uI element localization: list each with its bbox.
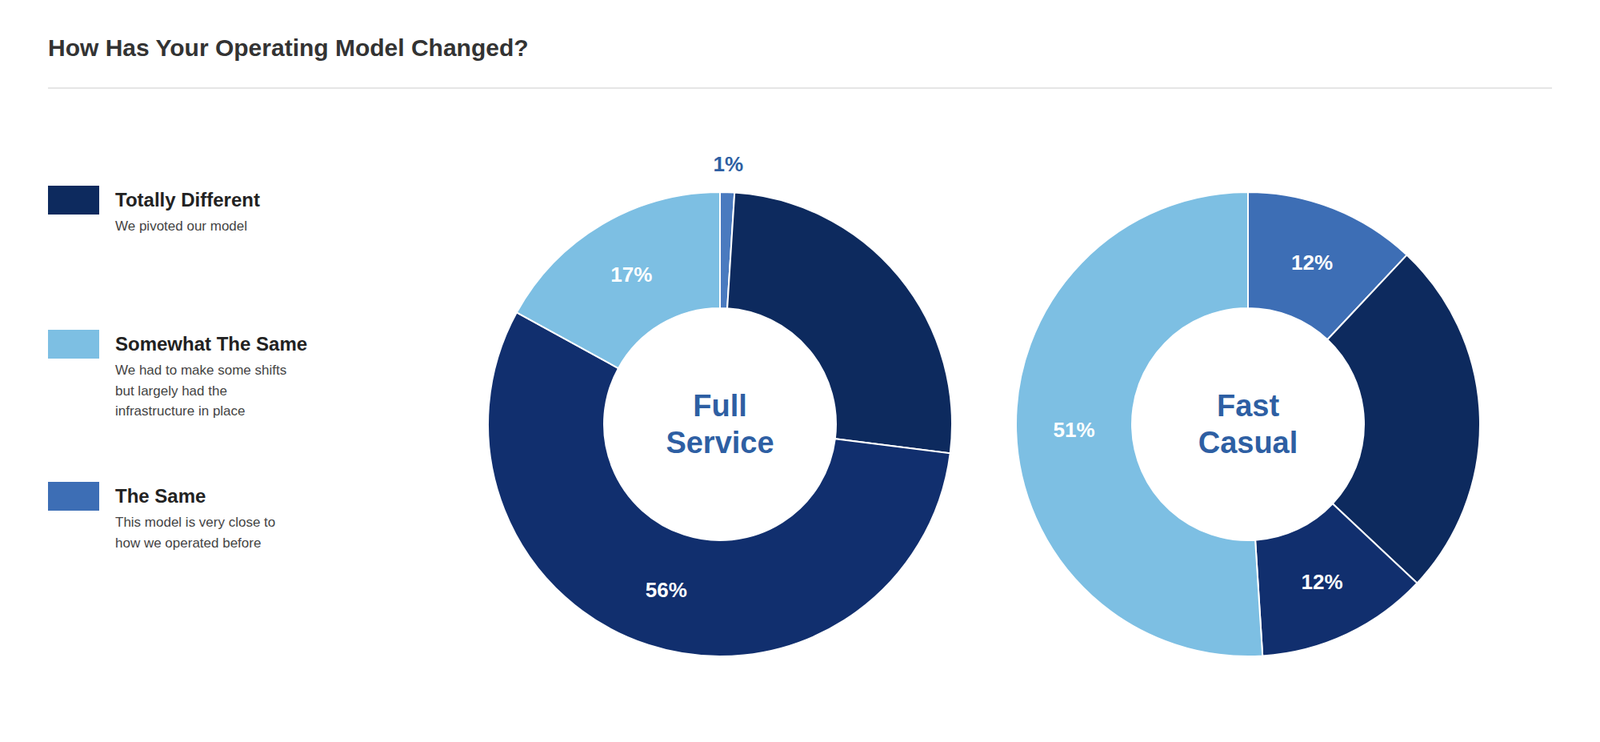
data-label: 12% bbox=[1291, 250, 1333, 275]
slice bbox=[488, 312, 951, 656]
legend-item: The Same This model is very close tohow w… bbox=[48, 481, 276, 551]
legend-note: We had to make some shiftsbut largely ha… bbox=[115, 362, 287, 419]
data-labels: 12% 12% 51% bbox=[1053, 250, 1344, 594]
donut-label: FullService bbox=[665, 388, 774, 460]
data-labels: 1% 56% 17% bbox=[610, 152, 744, 601]
legend: Totally Different We pivoted our model Som… bbox=[48, 185, 308, 551]
donut: FastCasual 12% 12% 51% bbox=[1016, 192, 1480, 656]
legend-note: We pivoted our model bbox=[115, 218, 248, 234]
legend-swatch bbox=[48, 329, 100, 359]
legend-note: This model is very close tohow we operat… bbox=[115, 514, 276, 551]
slices bbox=[1016, 192, 1480, 656]
slice bbox=[1016, 192, 1263, 656]
title-rule bbox=[48, 88, 1552, 89]
legend-item: Somewhat The Same We had to make some shi… bbox=[48, 329, 308, 419]
slice bbox=[1255, 503, 1417, 656]
data-label: 17% bbox=[610, 262, 652, 287]
legend-swatch bbox=[48, 185, 100, 215]
data-label: 56% bbox=[645, 577, 688, 602]
chart: How Has Your Operating Model Changed? Tot… bbox=[0, 0, 1600, 742]
legend-label: The Same bbox=[115, 484, 206, 507]
slices bbox=[488, 192, 952, 656]
slice bbox=[516, 192, 720, 368]
donut-label: FastCasual bbox=[1198, 388, 1299, 460]
title: How Has Your Operating Model Changed? bbox=[48, 34, 529, 61]
donut: FullService 1% 56% 17% bbox=[488, 152, 952, 656]
legend-label: Totally Different bbox=[115, 188, 260, 211]
legend-item: Totally Different We pivoted our model bbox=[48, 185, 260, 234]
slice bbox=[727, 192, 952, 454]
data-label: 1% bbox=[712, 152, 744, 176]
data-label: 12% bbox=[1301, 569, 1344, 594]
data-label: 51% bbox=[1053, 417, 1096, 442]
legend-label: Somewhat The Same bbox=[115, 332, 308, 355]
legend-swatch bbox=[48, 481, 100, 511]
